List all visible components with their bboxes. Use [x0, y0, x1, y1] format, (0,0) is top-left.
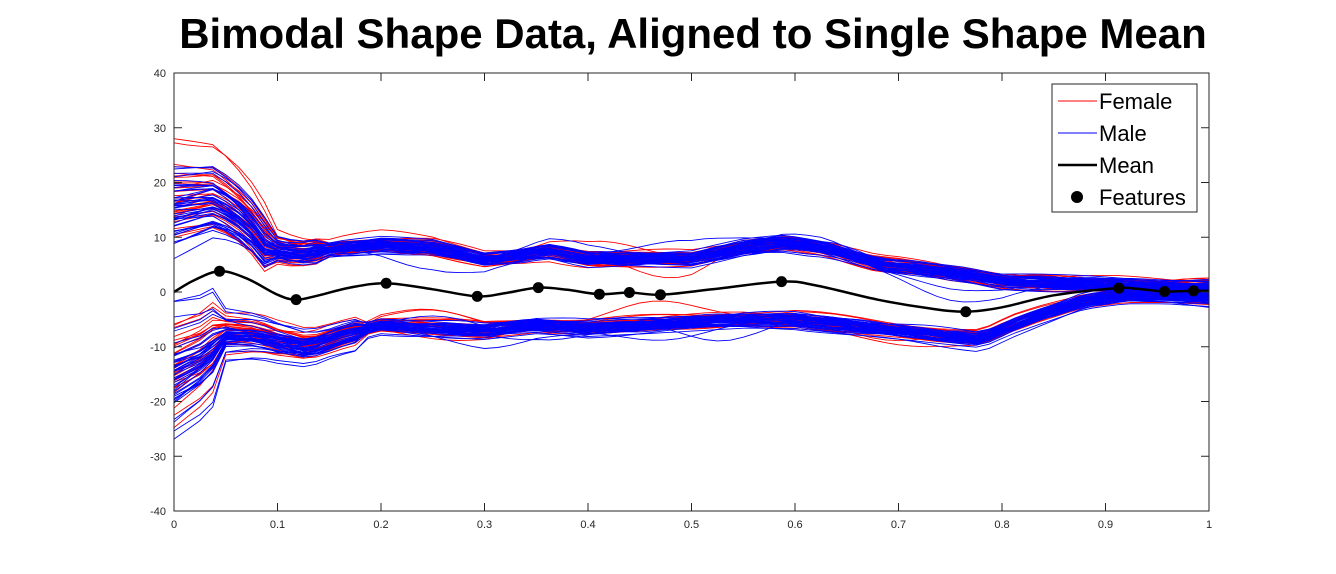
x-tick-label: 1	[1206, 519, 1212, 531]
feature-point	[290, 294, 302, 306]
y-tick-label: 20	[154, 178, 166, 190]
legend-label-features: Features	[1099, 185, 1186, 210]
male-curve	[173, 215, 1210, 294]
male-curve	[173, 206, 1210, 285]
x-tick-label: 0.7	[891, 519, 906, 531]
feature-point	[214, 265, 226, 277]
feature-point	[654, 289, 666, 301]
male-curve	[173, 300, 1210, 440]
male-curve	[173, 287, 1210, 334]
y-tick-label: 30	[154, 123, 166, 135]
x-tick-label: 0.3	[477, 519, 492, 531]
male-curve	[173, 294, 1210, 368]
y-tick-label: 40	[154, 68, 166, 80]
y-tick-label: 10	[154, 232, 166, 244]
feature-point	[532, 282, 544, 294]
male-curve	[173, 171, 1210, 283]
x-tick-label: 0.2	[373, 519, 388, 531]
feature-point	[960, 306, 972, 318]
x-tick-label: 0.8	[994, 519, 1009, 531]
legend-label-male: Male	[1099, 121, 1147, 146]
male-curve	[173, 295, 1210, 386]
legend: Female Male Mean Features	[1051, 83, 1198, 213]
male-curve	[173, 300, 1210, 397]
y-tick-label: -10	[150, 342, 166, 354]
male-curve	[173, 222, 1210, 293]
feature-point	[623, 287, 635, 299]
y-tick-label: -20	[150, 397, 166, 409]
x-tick-label: 0.4	[580, 519, 595, 531]
y-tick-label: -30	[150, 451, 166, 463]
feature-point	[593, 288, 605, 300]
male-curve	[173, 290, 1210, 342]
male-curve	[173, 166, 1210, 285]
x-tick-label: 0.1	[270, 519, 285, 531]
feature-point	[380, 277, 392, 289]
x-tick-label: 0	[171, 519, 177, 531]
male-curves	[173, 166, 1210, 440]
x-tick-label: 0.5	[684, 519, 699, 531]
feature-point	[471, 290, 483, 302]
y-tick-label: 0	[160, 287, 166, 299]
legend-swatch-features	[1071, 191, 1083, 203]
feature-point	[1113, 282, 1125, 294]
feature-point	[776, 276, 788, 288]
male-curve	[173, 166, 1209, 282]
male-curve	[173, 298, 1210, 362]
feature-point	[1187, 285, 1199, 297]
plot-area: 0 0.1 0.2 0.3 0.4 0.5 0.6 0.7 0.8 0.9 1 -40-30-20-…	[150, 68, 1212, 531]
legend-box	[1051, 83, 1198, 213]
x-tick-label: 0.6	[787, 519, 802, 531]
x-tick-label: 0.9	[1098, 519, 1113, 531]
legend-label-female: Female	[1099, 89, 1172, 114]
x-axis: 0 0.1 0.2 0.3 0.4 0.5 0.6 0.7 0.8 0.9 1	[171, 73, 1212, 531]
male-curve	[173, 221, 1210, 287]
feature-point	[1158, 285, 1170, 297]
feature-layer	[214, 265, 1199, 318]
male-curve	[173, 202, 1210, 296]
female-curve	[173, 285, 1210, 331]
male-curve	[173, 295, 1210, 420]
legend-label-mean: Mean	[1099, 153, 1154, 178]
y-axis: -40 -30 -20 -10 0 10 20 30 40	[150, 68, 1209, 518]
y-tick-label: -40	[150, 506, 166, 518]
male-curve	[173, 303, 1210, 432]
